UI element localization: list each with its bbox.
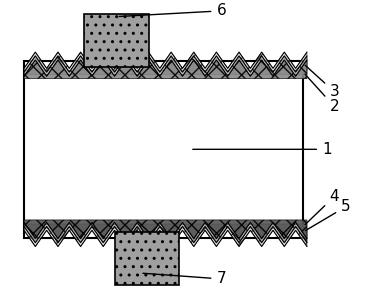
- Text: 4: 4: [305, 189, 339, 225]
- Polygon shape: [24, 56, 307, 74]
- Polygon shape: [24, 228, 307, 246]
- Text: 5: 5: [306, 199, 350, 231]
- Text: 7: 7: [143, 271, 226, 286]
- Text: 1: 1: [193, 142, 332, 157]
- Text: 6: 6: [119, 3, 226, 18]
- Bar: [84, 14, 149, 67]
- Polygon shape: [24, 224, 307, 243]
- Text: 3: 3: [305, 65, 339, 99]
- Polygon shape: [24, 60, 307, 79]
- Polygon shape: [24, 52, 307, 71]
- Bar: [114, 232, 179, 285]
- Polygon shape: [24, 220, 307, 239]
- Bar: [24, 61, 303, 238]
- Text: 2: 2: [305, 74, 339, 114]
